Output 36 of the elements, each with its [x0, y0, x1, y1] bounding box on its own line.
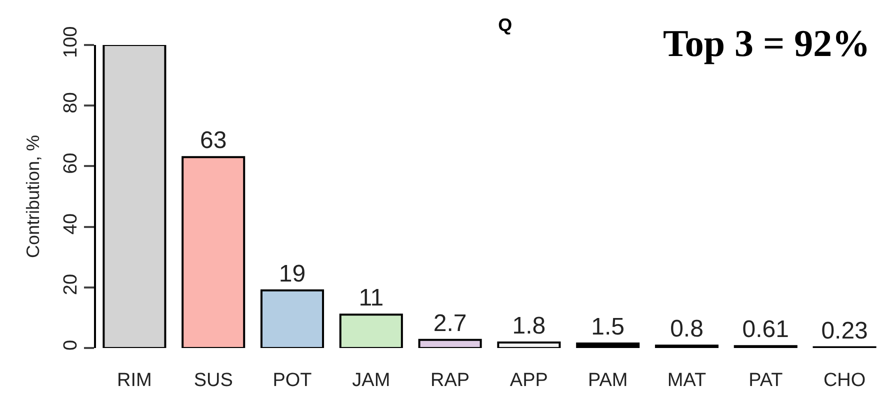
data-label: 0.61 [742, 316, 790, 344]
bar [576, 342, 640, 348]
x-tick-label: PAM [588, 370, 628, 391]
x-tick-label: CHO [823, 370, 866, 391]
data-label: 0.8 [670, 316, 704, 343]
x-tick-label: SUS [194, 370, 233, 391]
x-tick-label: RIM [117, 370, 152, 391]
x-tick-label: POT [272, 370, 312, 391]
x-tick-label: RAP [430, 370, 470, 391]
y-tick-label: 40 [60, 213, 82, 235]
bar [418, 338, 482, 348]
bar [497, 342, 561, 348]
data-label: 2.7 [433, 310, 467, 337]
data-label: 0.23 [821, 317, 868, 344]
bar [102, 45, 166, 348]
y-tick-label: 100 [60, 26, 82, 58]
chart-title: Q [498, 14, 512, 35]
data-label: 63 [200, 127, 227, 154]
y-axis-title: Contribution, % [23, 134, 44, 258]
bar [260, 289, 324, 348]
y-tick-label: 80 [60, 92, 82, 114]
x-tick-label: APP [510, 370, 548, 391]
data-label: 1.8 [512, 312, 546, 340]
y-tick-label: 60 [60, 152, 82, 174]
annotation: Top 3 = 92% [663, 23, 870, 65]
data-label: 19 [278, 260, 306, 288]
y-tick-label: 0 [60, 340, 82, 350]
x-tick-label: PAT [748, 370, 784, 391]
data-label: 1.5 [591, 313, 625, 340]
bar [182, 156, 246, 348]
bar [339, 314, 403, 348]
x-tick-label: MAT [667, 370, 706, 391]
data-label: 11 [358, 284, 384, 312]
x-tick-label: JAM [352, 370, 390, 391]
y-tick-label: 20 [60, 274, 82, 296]
bar [654, 344, 719, 348]
